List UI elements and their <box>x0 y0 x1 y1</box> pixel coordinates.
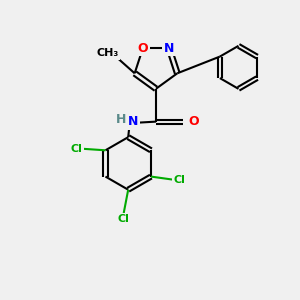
Text: O: O <box>137 42 148 55</box>
Text: N: N <box>164 42 174 55</box>
Text: Cl: Cl <box>173 175 185 184</box>
Text: Cl: Cl <box>70 144 83 154</box>
Text: Cl: Cl <box>117 214 129 224</box>
Text: O: O <box>188 115 199 128</box>
Text: H: H <box>116 113 127 126</box>
Text: CH₃: CH₃ <box>97 48 119 58</box>
Text: N: N <box>128 116 139 128</box>
